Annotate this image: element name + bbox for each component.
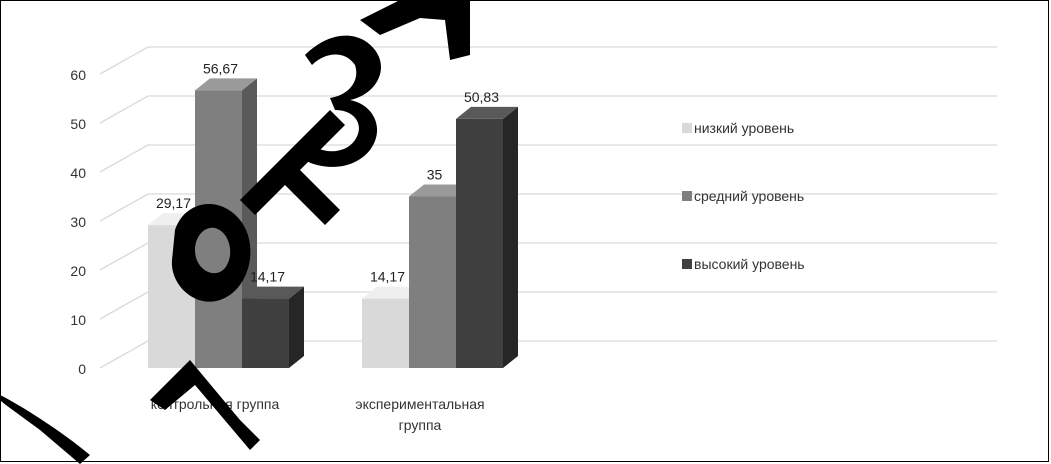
grid-diagonal	[99, 242, 149, 271]
data-label: 35	[427, 167, 443, 183]
bar-3-cat-1	[242, 298, 289, 368]
bar-side	[503, 106, 518, 369]
y-tick-label: 60	[70, 67, 86, 83]
grid-diagonal	[99, 144, 149, 173]
grid-diagonal	[99, 193, 149, 222]
legend-swatch	[682, 259, 692, 269]
data-labels: 29,17 56,67 14,17 14,17 35 50,83	[156, 60, 499, 284]
category-labels: контрольная группа экспериментальнаягрупп…	[151, 396, 485, 433]
y-tick-label: 20	[70, 263, 86, 279]
data-label: 14,17	[370, 269, 405, 285]
grid-diagonal	[99, 291, 149, 320]
data-label: 56,67	[203, 60, 238, 76]
category-label: группа	[399, 417, 442, 433]
y-tick-label: 50	[70, 116, 86, 132]
bar-1-cat-2	[362, 298, 409, 368]
y-axis-ticks: 0 10 20 30 40 50 60	[70, 67, 86, 377]
legend: низкий уровень средний уровень высокий уро…	[682, 120, 805, 272]
y-tick-label: 10	[70, 312, 86, 328]
bar-top	[409, 184, 471, 197]
bar-top	[362, 286, 424, 299]
y-tick-label: 0	[78, 361, 86, 377]
grid-diagonal	[99, 340, 149, 369]
watermark	[0, 0, 470, 464]
legend-swatch	[682, 191, 692, 201]
grid-diagonal	[99, 46, 149, 75]
bar-top	[456, 106, 518, 119]
bar-side	[289, 286, 304, 368]
category-label: экспериментальная	[355, 396, 484, 412]
data-label: 14,17	[250, 269, 285, 285]
bar-top	[242, 286, 304, 299]
legend-entry: средний уровень	[694, 188, 804, 204]
legend-entry: высокий уровень	[694, 256, 805, 272]
legend-swatch	[682, 123, 692, 133]
y-tick-label: 40	[70, 165, 86, 181]
data-label: 29,17	[156, 195, 191, 211]
bar-2-cat-2	[409, 196, 456, 368]
grid-diagonal	[99, 95, 149, 124]
bar-3-cat-2	[456, 118, 503, 368]
legend-entry: низкий уровень	[694, 120, 794, 136]
data-label: 50,83	[464, 89, 499, 105]
y-tick-label: 30	[70, 214, 86, 230]
bar-top	[195, 78, 257, 91]
